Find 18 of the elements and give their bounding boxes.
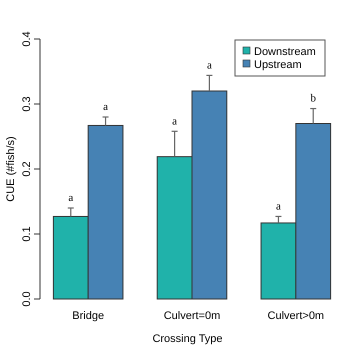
- y-tick-label: 0.3: [21, 96, 33, 112]
- y-tick-label: 0.0: [21, 291, 33, 307]
- x-tick-label: Culvert>0m: [268, 310, 324, 322]
- x-axis-title: Crossing Type: [152, 333, 223, 345]
- x-tick-label: Culvert=0m: [164, 310, 220, 322]
- data-label: a: [68, 192, 74, 204]
- y-tick-label: 0.2: [21, 161, 33, 177]
- data-label: b: [310, 92, 316, 105]
- y-tick-label: 0.4: [21, 31, 33, 47]
- data-label: a: [103, 101, 108, 113]
- data-label: a: [206, 59, 212, 72]
- y-tick-label: 0.1: [21, 226, 33, 242]
- data-label: a: [276, 200, 281, 212]
- y-axis-title: CUE (#fish/s): [5, 136, 17, 202]
- x-tick-label: Bridge: [72, 310, 104, 322]
- legend-label: Downstream: [254, 46, 316, 58]
- legend-label: Upstream: [254, 59, 302, 71]
- data-label: a: [172, 115, 178, 128]
